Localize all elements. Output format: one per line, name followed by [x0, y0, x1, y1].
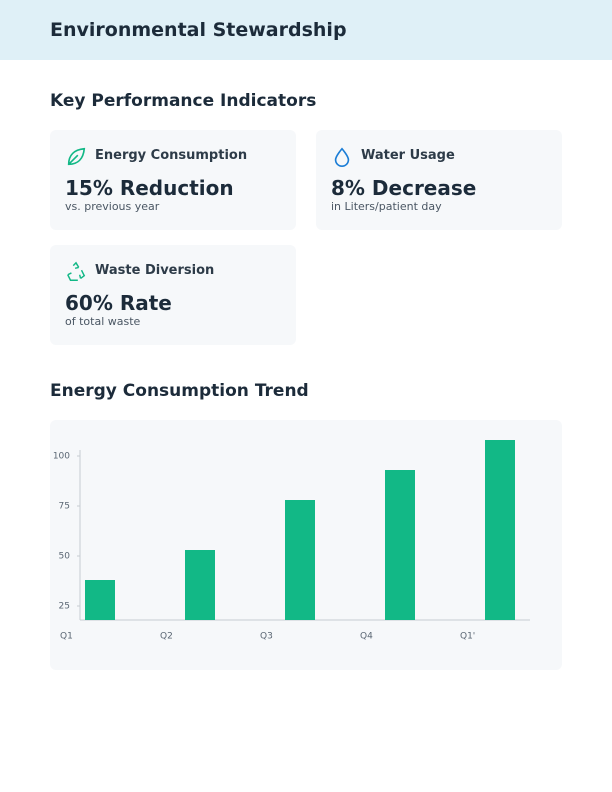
y-tick-label: 50 — [59, 552, 71, 562]
kpi-label: Waste Diversion — [95, 263, 215, 278]
kpi-value: 8% Decrease — [331, 176, 477, 200]
kpi-label: Energy Consumption — [95, 148, 248, 163]
leaf-icon — [67, 147, 86, 166]
kpi-card: Water Usage 8% Decrease in Liters/patien… — [316, 130, 562, 230]
kpi-note: of total waste — [65, 315, 141, 328]
section-title: Key Performance Indicators — [50, 91, 317, 111]
kpi-label: Water Usage — [361, 148, 455, 163]
x-tick-label: Q1' — [460, 632, 475, 642]
kpi-value: 15% Reduction — [65, 176, 234, 200]
recycle-icon — [67, 261, 86, 281]
chart-title: Energy Consumption Trend — [50, 381, 309, 401]
bar — [285, 500, 315, 620]
kpi-card: Waste Diversion 60% Rate of total waste — [50, 245, 296, 345]
chart: 25 50 75 100 Q1 Q2 Q3 Q4 Q1' — [53, 440, 530, 642]
bar — [485, 440, 515, 620]
kpi-note: vs. previous year — [65, 200, 160, 213]
y-tick-label: 100 — [53, 452, 70, 462]
x-tick-label: Q1 — [60, 632, 73, 642]
y-tick-label: 75 — [59, 502, 70, 512]
header: Environmental Stewardship — [0, 0, 612, 60]
bar — [385, 470, 415, 620]
kpi-note: in Liters/patient day — [331, 200, 442, 213]
x-tick-label: Q4 — [360, 632, 373, 642]
kpi-value: 60% Rate — [65, 291, 172, 315]
drop-icon — [334, 147, 350, 167]
bar — [85, 580, 115, 620]
chart-card: 25 50 75 100 Q1 Q2 Q3 Q4 Q1' — [50, 420, 562, 670]
kpi-card: Energy Consumption 15% Reduction vs. pre… — [50, 130, 296, 230]
page-title: Environmental Stewardship — [50, 19, 347, 41]
y-tick-label: 25 — [59, 602, 70, 612]
bar — [185, 550, 215, 620]
x-tick-label: Q2 — [160, 632, 173, 642]
x-tick-label: Q3 — [260, 632, 273, 642]
